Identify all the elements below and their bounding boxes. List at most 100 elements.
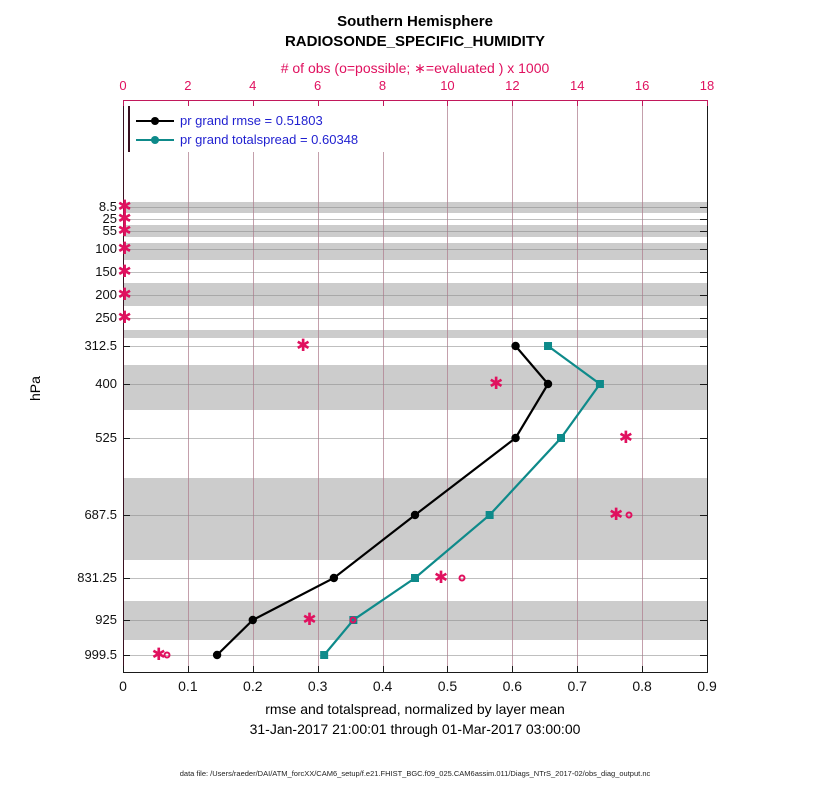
band-3 xyxy=(123,283,707,306)
ticklabel-y-831.25: 831.25 xyxy=(77,570,117,585)
tick-y-left-831.25 xyxy=(123,578,130,579)
obs-possible-marker xyxy=(163,651,171,659)
tick-y-left-925 xyxy=(123,620,130,621)
tick-y-right-400 xyxy=(700,384,707,385)
tick-y-left-400 xyxy=(123,384,130,385)
series-point xyxy=(320,651,329,659)
tick-y-right-925 xyxy=(700,620,707,621)
series-point xyxy=(248,615,257,625)
tick-bottom-0.2 xyxy=(252,666,254,672)
hgrid-25 xyxy=(123,219,707,220)
ticklabel-top-0: 0 xyxy=(119,78,127,93)
ticklabel-bottom-0.4: 0.4 xyxy=(372,678,393,694)
vgrid-0.2 xyxy=(252,100,254,672)
tick-bottom-0 xyxy=(123,666,124,672)
ticklabel-bottom-0.1: 0.1 xyxy=(178,678,198,694)
ticklabel-y-687.5: 687.5 xyxy=(84,507,117,522)
tick-y-left-200 xyxy=(123,295,130,296)
x-axis-label: rmse and totalspread, normalized by laye… xyxy=(265,701,565,717)
ticklabel-y-999.5: 999.5 xyxy=(84,647,117,662)
ticklabel-y-150: 150 xyxy=(95,264,117,279)
ticklabel-y-400: 400 xyxy=(95,376,117,391)
tick-y-right-150 xyxy=(700,272,707,273)
tick-bottom-0.1 xyxy=(187,666,189,672)
tick-top-12 xyxy=(512,100,514,106)
ticklabel-bottom-0.6: 0.6 xyxy=(502,678,523,694)
series-point xyxy=(543,379,553,389)
tick-top-0 xyxy=(123,100,124,106)
tick-y-right-55 xyxy=(700,231,707,232)
ticklabel-y-55: 55 xyxy=(102,223,117,238)
band-4 xyxy=(123,330,707,338)
legend: pr grand rmse = 0.51803 pr grand totalsp… xyxy=(128,106,408,152)
ticklabel-y-925: 925 xyxy=(95,612,117,627)
ticklabel-top-8: 8 xyxy=(378,78,387,93)
tick-y-right-312.5 xyxy=(700,346,707,347)
tick-top-10 xyxy=(447,100,449,106)
tick-y-left-687.5 xyxy=(123,515,130,516)
legend-entry-totalspread: pr grand totalspread = 0.60348 xyxy=(136,130,408,149)
tick-top-14 xyxy=(577,100,579,106)
tick-y-right-999.5 xyxy=(700,655,707,656)
hgrid-8.5 xyxy=(123,207,707,208)
hgrid-200 xyxy=(123,295,707,296)
tick-top-6 xyxy=(317,100,319,106)
tick-top-8 xyxy=(382,100,384,106)
tick-y-left-250 xyxy=(123,318,130,319)
tick-y-left-25 xyxy=(123,219,130,220)
series-layer xyxy=(212,341,604,660)
legend-label-totalspread: pr grand totalspread = 0.60348 xyxy=(180,132,359,147)
ticklabel-y-200: 200 xyxy=(95,287,117,302)
ticklabel-top-6: 6 xyxy=(314,78,322,93)
vgrid-0.3 xyxy=(317,100,319,672)
tick-top-2 xyxy=(187,100,189,106)
series-point xyxy=(595,380,604,388)
tick-bottom-0.8 xyxy=(642,666,644,672)
hgrid-150 xyxy=(123,272,707,273)
tick-bottom-0.5 xyxy=(447,666,449,672)
ticklabel-y-25: 25 xyxy=(102,211,117,226)
chart-title-region: Southern Hemisphere xyxy=(337,13,493,30)
hgrid-400 xyxy=(123,384,707,385)
tick-y-left-100 xyxy=(123,249,130,250)
ticklabel-bottom-0.3: 0.3 xyxy=(307,678,328,694)
tick-y-right-25 xyxy=(700,219,707,220)
tick-bottom-0.7 xyxy=(577,666,579,672)
tick-bottom-0.6 xyxy=(512,666,514,672)
ticklabel-y-8.5: 8.5 xyxy=(98,199,117,214)
tick-y-right-200 xyxy=(700,295,707,296)
tick-y-right-250 xyxy=(700,318,707,319)
tick-y-right-831.25 xyxy=(700,578,707,579)
tick-top-18 xyxy=(707,100,708,106)
tick-bottom-0.9 xyxy=(707,666,708,672)
tick-bottom-0.4 xyxy=(382,666,384,672)
tick-top-4 xyxy=(252,100,254,106)
series-point xyxy=(485,511,494,519)
ticklabel-top-16: 16 xyxy=(634,78,650,93)
ticklabel-y-312.5: 312.5 xyxy=(84,338,117,353)
tick-y-left-150 xyxy=(123,272,130,273)
ticklabel-y-250: 250 xyxy=(95,310,117,325)
vgrid-0.7 xyxy=(577,100,579,672)
series-point xyxy=(212,650,222,660)
tick-y-right-525 xyxy=(700,438,707,439)
obs-possible-marker xyxy=(349,616,357,624)
ticklabel-top-2: 2 xyxy=(184,78,192,93)
legend-entry-rmse: pr grand rmse = 0.51803 xyxy=(136,111,408,130)
legend-marker xyxy=(151,135,159,144)
vgrid-0.1 xyxy=(187,100,189,672)
ticklabel-bottom-0.9: 0.9 xyxy=(697,678,717,694)
ticklabel-top-12: 12 xyxy=(505,78,520,93)
series-point xyxy=(511,433,520,443)
hgrid-999.5 xyxy=(123,655,707,656)
tick-y-left-999.5 xyxy=(123,655,130,656)
obs-possible-marker xyxy=(625,511,633,519)
hgrid-100 xyxy=(123,249,707,250)
series-point xyxy=(511,341,520,351)
legend-marker xyxy=(151,116,159,125)
ticklabel-top-14: 14 xyxy=(569,78,585,93)
data-file-path: data file: /Users/raeder/DAI/ATM_forcXX/… xyxy=(179,769,651,778)
plot-frame-right xyxy=(707,100,708,673)
ticklabel-y-525: 525 xyxy=(95,430,117,445)
